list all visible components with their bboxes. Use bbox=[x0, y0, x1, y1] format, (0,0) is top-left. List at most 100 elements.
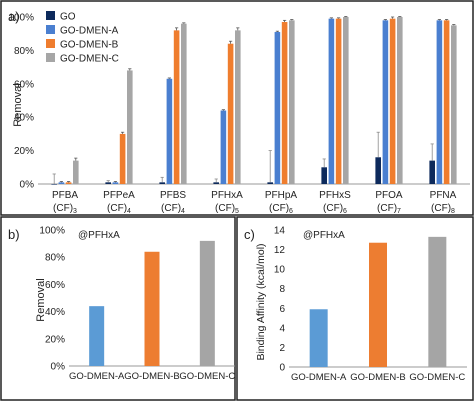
bar-go-dmen-b-pfhpa bbox=[281, 22, 288, 185]
bar-go-dmen-b-pfna bbox=[443, 20, 450, 185]
panel-a-label: a) bbox=[8, 9, 20, 24]
x-tick-sublabel-text: (CF) bbox=[53, 203, 73, 214]
bar-go-pfhpa bbox=[267, 182, 273, 184]
legend-label-go: GO bbox=[60, 12, 76, 23]
bar-go-pfna bbox=[429, 160, 435, 184]
x-tick-label-pfhxs: PFHxS bbox=[319, 190, 351, 201]
panel-b-annotation: @PFHxA bbox=[78, 230, 120, 241]
bar-go-pfhxa bbox=[213, 182, 219, 184]
panel-a-y-tick-label: 40% bbox=[14, 113, 34, 124]
x-tick-sublabel-text: (CF) bbox=[377, 203, 397, 214]
panel-c-y-tick-label: 2 bbox=[279, 343, 285, 354]
panel-a-x-axis: PFBA(CF)3PFPeA(CF)4PFBS(CF)4PFHxA(CF)5PF… bbox=[52, 190, 457, 215]
bar-go-dmen-c-pfoa bbox=[397, 17, 403, 184]
panel-c-bars bbox=[309, 236, 447, 367]
x-tick-sublabel-text: (CF) bbox=[107, 203, 127, 214]
bar-go-dmen-a-pfbs bbox=[166, 78, 173, 184]
panel-b-y-tick-label: 80% bbox=[45, 253, 65, 264]
panel-c-y-tick-label: 4 bbox=[279, 323, 285, 334]
legend-swatch-go bbox=[46, 11, 55, 20]
panel-b-frame bbox=[0, 216, 236, 401]
panel-c-label: c) bbox=[244, 227, 255, 242]
legend-swatch-go-dmen-a bbox=[46, 25, 55, 34]
x-tick-sublabel: (CF)4 bbox=[161, 203, 185, 215]
bar-go-dmen-a-pfpea bbox=[112, 182, 119, 184]
bar-go-pfba bbox=[51, 184, 57, 185]
x-tick-label-pfba: PFBA bbox=[52, 190, 78, 201]
panel-a-y-tick-label: 80% bbox=[14, 46, 34, 57]
panel-c-y-tick-label: 14 bbox=[274, 226, 286, 237]
panel-c-y-tick-label: 0 bbox=[279, 363, 285, 374]
x-tick-sublabel-text: (CF) bbox=[161, 203, 181, 214]
panel-a-ylabel: Removal bbox=[12, 83, 24, 126]
bar-go-dmen-c-pfhxa bbox=[235, 30, 241, 184]
panel-a-y-tick-label: 0% bbox=[20, 180, 35, 191]
panel-b-x-axis: GO-DMEN-A GO-DMEN-B GO-DMEN-C bbox=[69, 371, 235, 382]
bar-go-dmen-c-pfpea bbox=[127, 70, 133, 184]
panel-c-annotation: @PFHxA bbox=[303, 230, 345, 241]
x-tick-subscript: 4 bbox=[127, 208, 131, 215]
bar-go-dmen-a-pfoa bbox=[382, 20, 389, 185]
x-tick-label-go-dmen-c: GO-DMEN-C bbox=[179, 371, 235, 382]
x-tick-sublabel: (CF)4 bbox=[107, 203, 131, 215]
panel-c-ylabel: Binding Affinity (kcal/mol) bbox=[255, 243, 267, 360]
bar-go-pfbs bbox=[159, 182, 165, 184]
bar-go-dmen-b bbox=[369, 242, 387, 367]
x-tick-subscript: 4 bbox=[181, 208, 185, 215]
x-tick-subscript: 3 bbox=[73, 208, 77, 215]
bar-go-dmen-c-pfhxs bbox=[343, 17, 349, 184]
x-tick-subscript: 6 bbox=[289, 208, 293, 215]
x-tick-subscript: 7 bbox=[397, 208, 401, 215]
bar-go-dmen-c-pfna bbox=[451, 25, 457, 184]
x-tick-sublabel: (CF)5 bbox=[215, 203, 239, 215]
legend-swatch-go-dmen-c bbox=[46, 53, 55, 62]
panel-b-y-tick-label: 40% bbox=[45, 307, 65, 318]
bar-go-dmen-a bbox=[89, 306, 105, 366]
panel-c-y-tick-label: 12 bbox=[274, 245, 286, 256]
x-tick-label-go-dmen-a: GO-DMEN-A bbox=[291, 372, 347, 383]
bar-go-dmen-c-pfbs bbox=[181, 23, 187, 185]
panel-a-y-tick-label: 60% bbox=[14, 79, 34, 90]
bar-go-dmen-c-pfba bbox=[73, 160, 79, 184]
bar-go-dmen-a bbox=[309, 309, 328, 367]
panel-b-ylabel: Removal bbox=[35, 278, 47, 321]
panel-b-y-tick-label: 20% bbox=[45, 334, 65, 345]
panel-a-y-tick-label: 100% bbox=[8, 13, 34, 24]
bar-go-dmen-a-pfhpa bbox=[274, 32, 281, 184]
x-tick-subscript: 6 bbox=[343, 208, 347, 215]
bar-go-dmen-b-pfbs bbox=[173, 30, 180, 184]
bar-go-dmen-c bbox=[199, 240, 215, 366]
x-tick-label-pfpea: PFPeA bbox=[103, 190, 135, 201]
x-tick-label-go-dmen-a: GO-DMEN-A bbox=[69, 371, 125, 382]
x-tick-label-pfhpa: PFHpA bbox=[265, 190, 298, 201]
bar-go-pfpea bbox=[105, 182, 111, 184]
bar-go-dmen-c-pfhpa bbox=[289, 20, 295, 185]
x-tick-label-pfhxa: PFHxA bbox=[211, 190, 243, 201]
bar-go-dmen-c bbox=[428, 236, 447, 367]
panel-c-x-axis: GO-DMEN-A GO-DMEN-B GO-DMEN-C bbox=[291, 372, 465, 383]
x-tick-sublabel: (CF)8 bbox=[431, 203, 455, 215]
x-tick-sublabel-text: (CF) bbox=[323, 203, 343, 214]
x-tick-label-pfbs: PFBS bbox=[160, 190, 186, 201]
bar-go-dmen-a-pfna bbox=[436, 20, 443, 185]
x-tick-sublabel: (CF)6 bbox=[269, 203, 293, 215]
bar-go-dmen-a-pfba bbox=[58, 182, 65, 184]
panel-c-y-tick-label: 8 bbox=[279, 284, 285, 295]
x-tick-label-go-dmen-c: GO-DMEN-C bbox=[409, 372, 465, 383]
x-tick-sublabel: (CF)6 bbox=[323, 203, 347, 215]
bar-go-pfoa bbox=[375, 157, 381, 184]
bar-go-dmen-b bbox=[144, 251, 160, 366]
x-tick-label-go-dmen-b: GO-DMEN-B bbox=[350, 372, 405, 383]
bar-go-dmen-a-pfhxs bbox=[328, 18, 335, 185]
x-tick-sublabel-text: (CF) bbox=[215, 203, 235, 214]
legend-label-go-dmen-a: GO-DMEN-A bbox=[60, 26, 119, 37]
x-tick-label-pfoa: PFOA bbox=[375, 190, 403, 201]
bar-go-pfhxs bbox=[321, 167, 327, 184]
x-tick-subscript: 5 bbox=[235, 208, 239, 215]
x-tick-sublabel-text: (CF) bbox=[269, 203, 289, 214]
panel-b-y-tick-label: 0% bbox=[51, 362, 66, 373]
legend-label-go-dmen-c: GO-DMEN-C bbox=[60, 54, 119, 65]
panel-b-y-tick-label: 60% bbox=[45, 280, 65, 291]
panel-c-y-tick-label: 10 bbox=[274, 265, 286, 276]
